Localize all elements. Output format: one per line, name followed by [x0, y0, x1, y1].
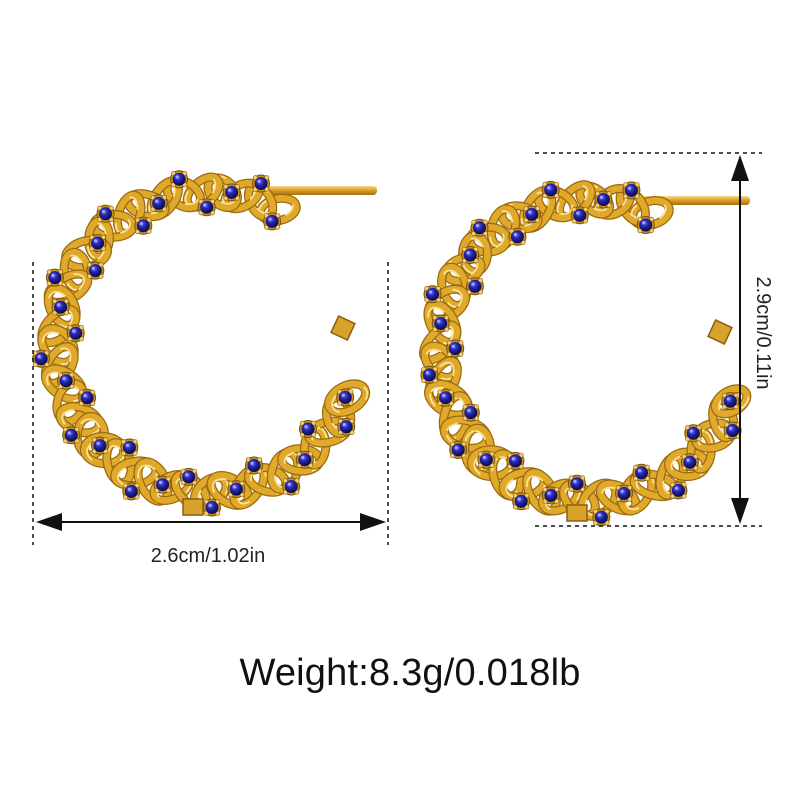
stone [263, 212, 282, 231]
stone [227, 480, 246, 499]
weight-label: Weight:8.3g/0.018lb [239, 652, 581, 694]
height-arrowhead-top [731, 155, 749, 181]
stone [615, 484, 633, 503]
stone [512, 492, 531, 511]
stone [567, 474, 586, 493]
stone [461, 246, 480, 264]
right-earring-end-cap [707, 319, 733, 345]
stone [541, 180, 560, 199]
width-arrowhead-left [36, 513, 62, 531]
left-earring-bottom-cap [182, 498, 204, 516]
stone [62, 426, 81, 445]
stone [431, 314, 450, 333]
left-earring [32, 170, 377, 517]
stone [636, 216, 655, 234]
stone [669, 481, 688, 500]
stone [57, 371, 76, 390]
right-earring [419, 180, 752, 527]
height-dimension: 2.9cm/0.11in [535, 152, 774, 527]
height-label: 2.9cm/0.11in [752, 276, 774, 389]
stone [32, 349, 51, 368]
stone [149, 194, 168, 213]
stone [197, 198, 216, 217]
stone [680, 453, 699, 472]
left-earring-end-cap [330, 315, 356, 341]
stone [465, 277, 484, 296]
right-earring-bottom-cap [566, 504, 588, 522]
stone [477, 450, 496, 469]
left-earring-stones [32, 170, 356, 517]
stone [120, 438, 139, 457]
stone [282, 477, 301, 496]
stone [203, 498, 221, 517]
stone [721, 392, 740, 411]
stone [423, 285, 442, 304]
coil-loop [710, 384, 752, 419]
height-arrowhead-bottom [731, 498, 749, 524]
right-earring-stones [420, 180, 742, 527]
stone [96, 204, 115, 223]
stone [522, 205, 541, 224]
stone [470, 218, 489, 237]
stone [594, 190, 613, 209]
stone [122, 482, 141, 501]
stone [420, 365, 439, 384]
stone [337, 417, 356, 436]
stone [91, 436, 109, 455]
left-earring-post [255, 186, 377, 195]
stone [508, 227, 527, 246]
stone [45, 268, 64, 287]
stone [222, 183, 241, 202]
stone [684, 424, 703, 443]
stone [622, 181, 641, 200]
stone [66, 324, 85, 343]
width-arrowhead-right [360, 513, 386, 531]
stone [570, 206, 589, 225]
width-label: 2.6cm/1.02in [151, 545, 266, 567]
stone [153, 475, 172, 494]
stone [252, 174, 270, 193]
stone [446, 339, 465, 358]
stone [86, 261, 105, 280]
stone [436, 388, 455, 407]
width-dimension: 2.6cm/1.02in [32, 262, 389, 567]
stone [299, 420, 317, 438]
right-earring-coils [419, 180, 752, 521]
stone [632, 463, 651, 482]
stone [245, 456, 263, 475]
stone [88, 234, 107, 252]
stone [541, 486, 560, 505]
stone [295, 450, 314, 469]
stone [134, 216, 153, 235]
stone [723, 421, 742, 440]
stone [51, 298, 70, 317]
stone [336, 388, 355, 407]
stone [506, 451, 525, 470]
stone [170, 170, 189, 189]
stone [179, 467, 198, 486]
stone [592, 508, 611, 527]
coil-loop [324, 379, 371, 418]
stone [461, 403, 480, 422]
stone [449, 440, 468, 459]
stone [78, 388, 97, 407]
left-earring-coils [37, 172, 371, 512]
